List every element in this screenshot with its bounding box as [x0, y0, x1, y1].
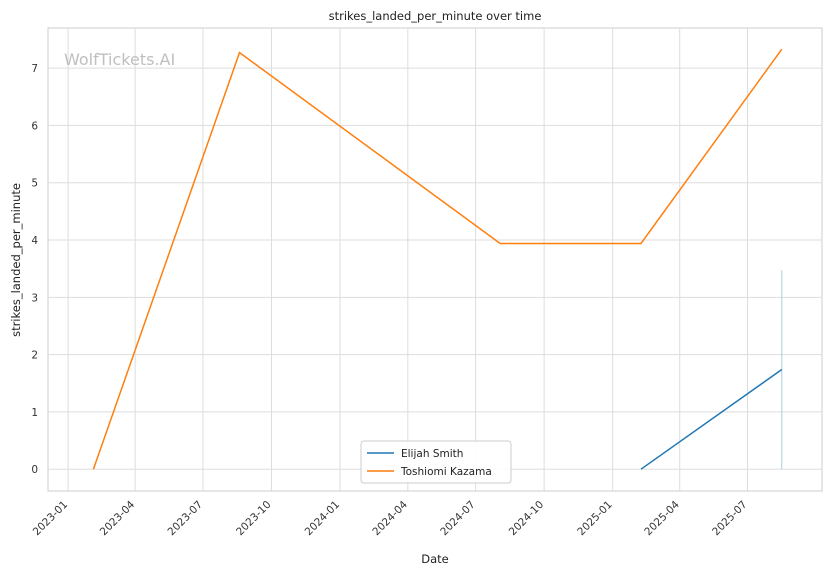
x-tick-label: 2024-10 [507, 499, 547, 539]
x-tick-label: 2023-04 [98, 498, 138, 538]
y-tick-label: 0 [31, 464, 38, 476]
x-tick-label: 2023-01 [31, 499, 71, 539]
x-tick-label: 2023-10 [234, 499, 274, 539]
series-lines [92, 48, 783, 470]
y-tick-label: 1 [31, 407, 38, 419]
y-tick-label: 5 [31, 178, 38, 190]
y-axis-label: strikes_landed_per_minute [9, 183, 23, 337]
x-tick-label: 2024-04 [370, 498, 410, 538]
series-line-elijah-smith [640, 368, 783, 470]
y-tick-label: 3 [31, 292, 38, 304]
y-tick-label: 2 [31, 350, 38, 362]
legend: Elijah Smith Toshiomi Kazama [360, 440, 512, 484]
x-tick-label: 2023-07 [166, 499, 206, 539]
x-tick-labels: 2023-01 2023-04 2023-07 2023-10 2024-01 2024-… [31, 498, 750, 538]
y-tick-label: 4 [31, 235, 38, 247]
y-tick-label: 7 [31, 63, 38, 75]
plot-background [47, 27, 823, 492]
x-tick-label: 2024-07 [438, 499, 478, 539]
legend-label-elijah-smith: Elijah Smith [401, 448, 463, 460]
chart-title: strikes_landed_per_minute over time [329, 9, 542, 23]
watermark: WolfTickets.AI [64, 50, 175, 69]
y-tick-label: 6 [31, 120, 38, 132]
legend-label-toshiomi-kazama: Toshiomi Kazama [400, 466, 492, 478]
x-axis-label: Date [421, 552, 449, 566]
x-tick-label: 2024-01 [303, 499, 343, 539]
grid-lines [48, 28, 822, 491]
x-tick-label: 2025-07 [710, 499, 750, 539]
x-tick-label: 2025-01 [575, 499, 615, 539]
x-tick-label: 2025-04 [642, 498, 682, 538]
y-tick-labels: 0 1 2 3 4 5 6 7 [31, 63, 38, 476]
series-line-toshiomi-kazama [92, 48, 783, 470]
legend-box [360, 440, 512, 484]
